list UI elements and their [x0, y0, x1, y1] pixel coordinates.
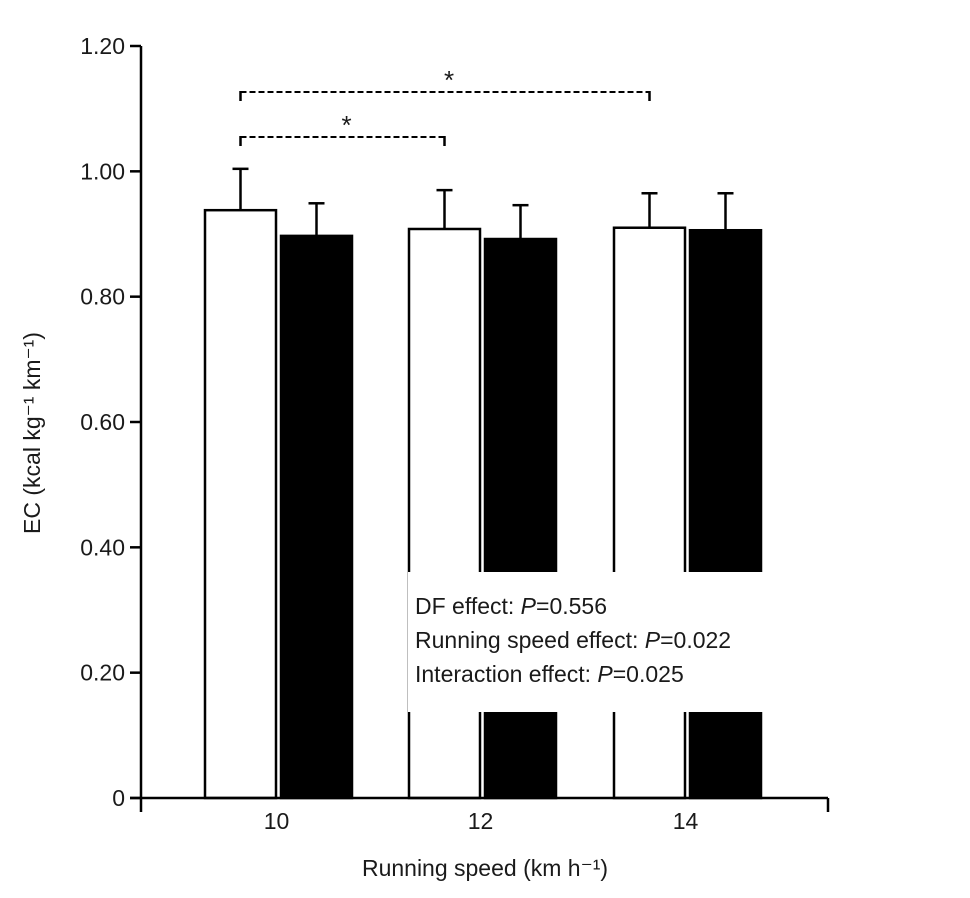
- y-tick-label: 0.40: [80, 534, 125, 560]
- y-tick-label: 0.80: [80, 284, 125, 310]
- x-tick-label: 14: [673, 808, 699, 834]
- bar-10-series-2: [279, 234, 354, 800]
- significance-bracket-10-12: *: [239, 110, 446, 146]
- x-axis-title: Running speed (km h⁻¹): [362, 855, 608, 881]
- bar-12-series-1: [407, 227, 482, 800]
- stats-line-speed: Running speed effect: P=0.022: [415, 627, 731, 653]
- annotation-background: [408, 572, 828, 712]
- stats-line-interaction: Interaction effect: P=0.025: [415, 661, 684, 687]
- bar-14-series-2: [688, 228, 763, 800]
- stats-line-df: DF effect: P=0.556: [415, 593, 607, 619]
- bar-12-series-2: [483, 237, 558, 800]
- significance-star: *: [444, 65, 454, 95]
- significance-layer: **: [239, 65, 651, 146]
- stats-annotation: DF effect: P=0.556 Running speed effect:…: [415, 593, 731, 687]
- y-tick-label: 0: [112, 785, 125, 811]
- y-axis-title: EC (kcal kg⁻¹ km⁻¹): [19, 332, 45, 534]
- y-tick-label: 0.60: [80, 409, 125, 435]
- bar-14-series-1: [612, 226, 687, 800]
- y-tick-label: 1.00: [80, 158, 125, 184]
- significance-bracket-10-14: *: [239, 65, 651, 101]
- bar-10-series-1: [203, 208, 278, 800]
- annotation-background-box: [408, 572, 828, 712]
- axes-layer: 0 0.20 0.40 0.60 0.80 1.00 1.20 10 12 14: [80, 33, 830, 834]
- x-tick-label: 10: [264, 808, 290, 834]
- error-bars-layer: [232, 167, 734, 240]
- y-tick-label: 0.20: [80, 660, 125, 686]
- y-tick-label: 1.20: [80, 33, 125, 59]
- x-tick-label: 12: [468, 808, 494, 834]
- significance-star: *: [341, 110, 351, 140]
